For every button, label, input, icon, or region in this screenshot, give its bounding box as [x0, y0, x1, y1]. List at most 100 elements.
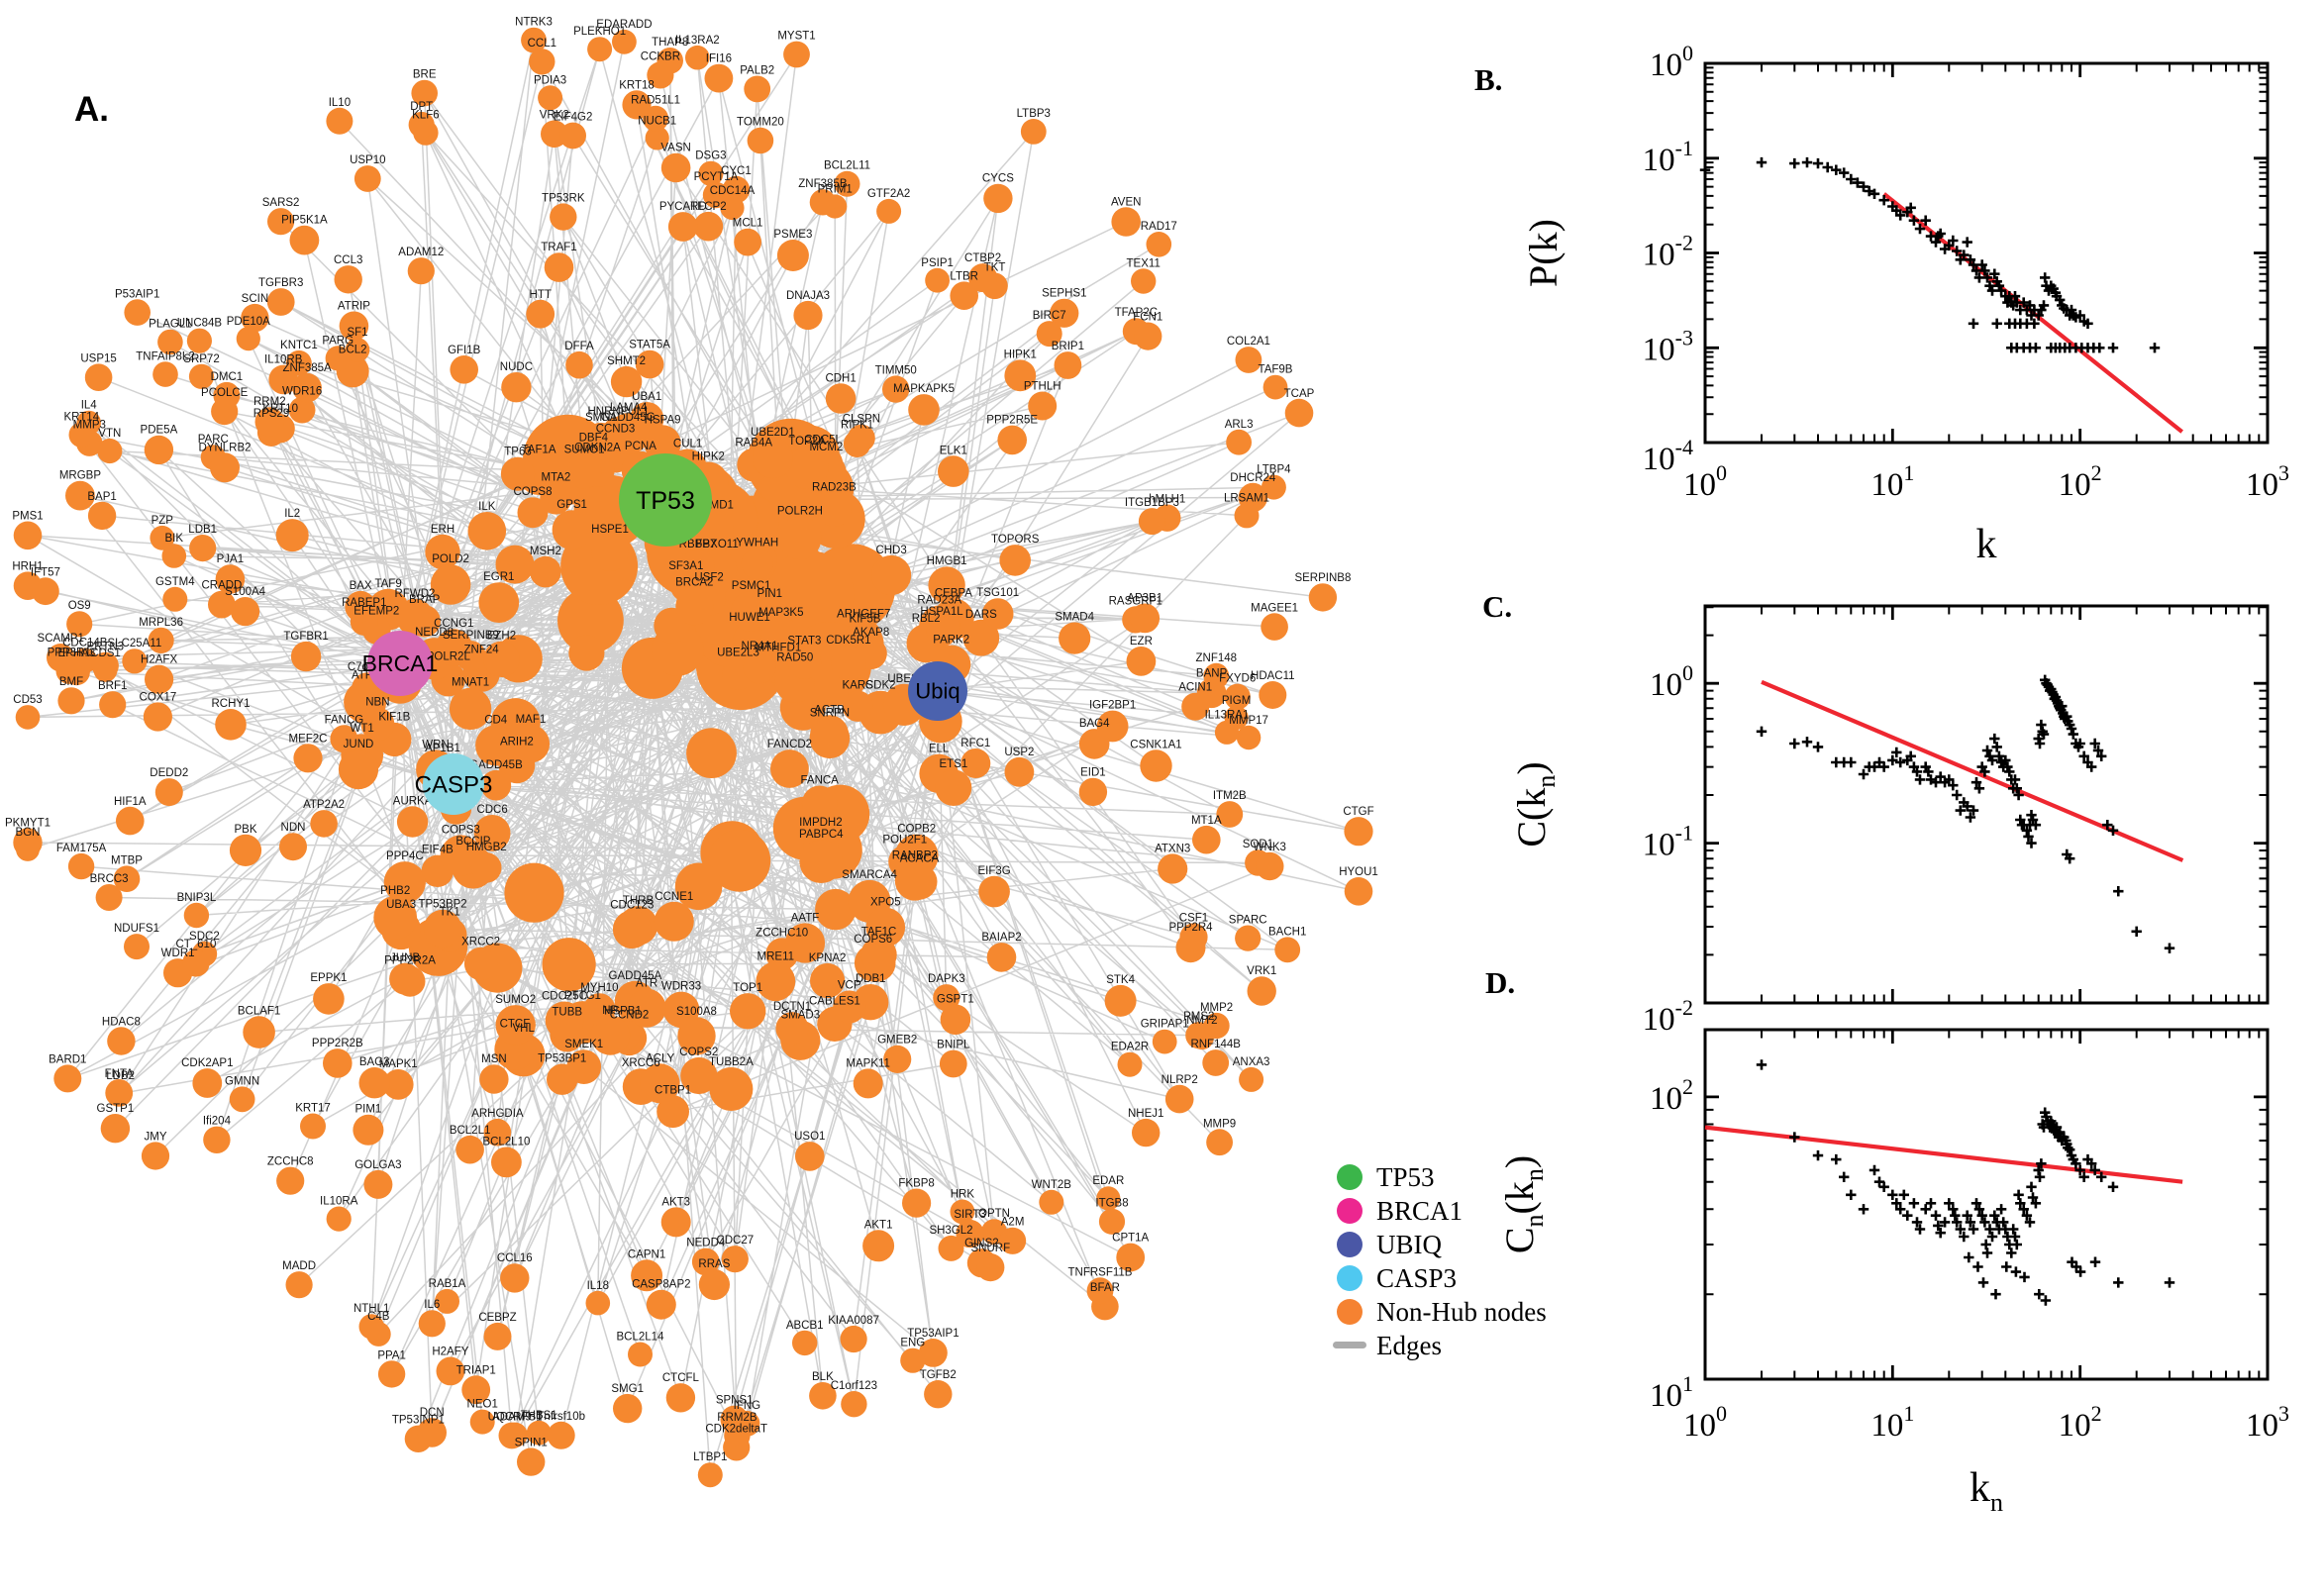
network-node: [363, 1169, 393, 1199]
network-node: [1039, 1189, 1064, 1215]
network-node-label: CDK2deltaT: [705, 1423, 767, 1435]
network-node: [1308, 583, 1338, 612]
hub-node-tp53: [619, 453, 712, 547]
network-node-label: CCND3: [596, 424, 636, 436]
network-node: [939, 1049, 967, 1078]
network-node: [538, 85, 563, 111]
network-node: [87, 501, 117, 531]
network-node-label: NEDD8: [415, 627, 454, 639]
network-node-label: CCND2: [610, 1010, 650, 1022]
network-node-label: LTBR: [950, 270, 978, 282]
axis-frame: [1703, 604, 2270, 1005]
network-node: [143, 702, 172, 732]
x-tick-label: 103: [2246, 460, 2289, 503]
network-node-label: PIN1: [758, 588, 783, 600]
network-node-label: KPNA2: [809, 952, 847, 964]
network-node-label: RBL2: [912, 613, 941, 625]
network-node-label: Tnfrsf10b: [537, 1411, 585, 1423]
network-node: [389, 962, 422, 995]
scatter-points: [1756, 1059, 2175, 1306]
network-node: [411, 79, 439, 107]
network-node: [325, 346, 351, 371]
legend-swatch-brca1: [1337, 1198, 1363, 1224]
network-node-label: OPTN: [978, 1208, 1010, 1220]
network-node: [981, 598, 1014, 630]
network-node-label: AURKA: [393, 795, 433, 807]
network-node-label: ATRIP: [338, 300, 370, 312]
network-node-label: IL6: [424, 1299, 440, 1311]
network-node-label: DCN: [420, 1407, 445, 1419]
network-node-label: CDC14B: [62, 637, 108, 648]
network-node: [1224, 705, 1249, 731]
network-node: [396, 598, 434, 637]
network-node-label: WDR1: [161, 948, 195, 959]
network-node-label: P53AIP1: [115, 288, 159, 300]
network-node-label: CEBPZ: [478, 1312, 516, 1324]
network-node: [741, 548, 773, 580]
network-node-label: PARK2: [933, 635, 969, 647]
network-node-label: NMT2: [1186, 1015, 1217, 1027]
network-node: [882, 375, 910, 403]
network-node-label: VRK2: [540, 110, 569, 122]
network-node: [627, 988, 666, 1028]
network-node-label: VTN: [98, 428, 121, 440]
network-node-label: PRIM1: [818, 183, 853, 195]
network-node: [842, 690, 873, 722]
network-node-label: PPP2R2B: [312, 1038, 363, 1049]
network-node: [1096, 1186, 1121, 1211]
network-node-label: IL2: [284, 508, 300, 520]
network-node-label: TP53AIP1: [907, 1328, 959, 1340]
network-node: [1086, 1277, 1114, 1305]
network-node-label: STAT5A: [629, 340, 670, 351]
network-node: [267, 208, 295, 236]
network-node-label: ZNF385B: [798, 178, 848, 190]
network-node-label: BIK: [165, 533, 184, 545]
network-node: [1203, 1012, 1230, 1040]
network-node: [840, 1325, 867, 1353]
network-node-label: MAPK1: [379, 1058, 418, 1070]
network-node: [674, 862, 723, 911]
network-node: [192, 1068, 223, 1098]
network-node-label: ZCCHC8: [267, 1156, 314, 1168]
y-tick-label: 100: [1650, 41, 1693, 83]
network-node-label: CUL1: [673, 439, 702, 450]
network-node-label: COPS3: [442, 824, 480, 836]
network-node: [208, 590, 236, 619]
network-node-label: ARIH2: [500, 736, 534, 748]
network-node-label: KRT18: [619, 79, 655, 91]
network-node-label: CCL1: [528, 38, 556, 50]
network-node: [1256, 851, 1284, 881]
network-node-label: MNAT1: [452, 677, 489, 689]
network-node-label: CDC25C: [542, 990, 587, 1002]
network-node-label: PSIP1: [921, 257, 954, 269]
network-node-label: IGF2BP1: [1089, 700, 1136, 712]
network-node: [709, 1067, 754, 1111]
network-node: [243, 1016, 275, 1048]
network-node-label: RRM2B: [717, 1412, 758, 1424]
network-node-label: RABEP1: [342, 597, 386, 609]
network-node: [752, 438, 793, 479]
network-node: [66, 611, 93, 638]
network-node: [408, 111, 435, 139]
network-node-label: BAIAP2: [981, 932, 1021, 944]
network-node-label: AKT3: [661, 1196, 690, 1208]
axis-major-ticks: [1705, 1030, 2268, 1379]
network-node-label: KLF6: [412, 109, 440, 121]
network-node-label: BCL2L11: [824, 160, 870, 172]
network-node-label: FANCA: [801, 775, 840, 787]
network-node: [612, 910, 652, 949]
network-node-label: ACIN1: [1178, 682, 1212, 694]
network-node-label: BRIP1: [1052, 341, 1084, 352]
network-node-label: CAPN1: [628, 1248, 665, 1260]
network-node-label: TGFBR3: [258, 277, 303, 289]
network-node-label: HIF1A: [114, 796, 147, 808]
legend-swatch-tp53: [1337, 1164, 1363, 1190]
network-node-label: C1orf123: [831, 1380, 877, 1392]
network-node-label: HTT: [530, 289, 552, 301]
network-node: [583, 993, 616, 1026]
network-node: [293, 744, 323, 773]
axis-minor-ticks: [1705, 63, 2268, 443]
network-node-label: KARS: [843, 680, 874, 692]
network-node-label: VRK1: [1247, 965, 1276, 977]
network-node: [675, 587, 714, 626]
